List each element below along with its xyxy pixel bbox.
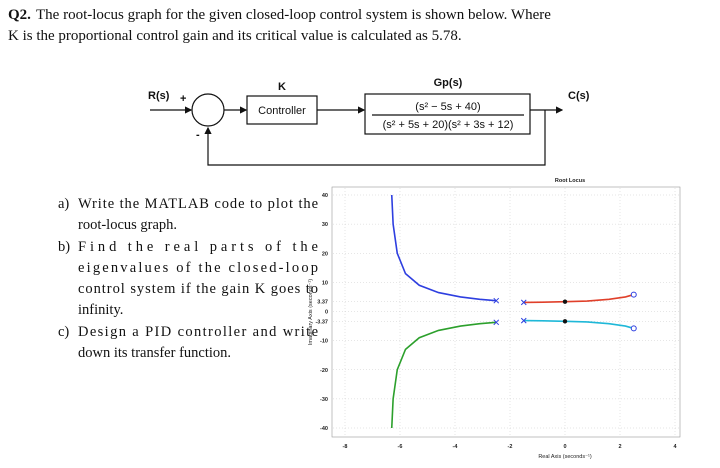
- plot-area: [331, 186, 681, 438]
- item-label: b): [58, 239, 70, 255]
- pole-marker: [493, 297, 500, 304]
- question-line: The root-locus graph for the given close…: [36, 7, 551, 23]
- plant-label: Gp(s): [434, 77, 463, 89]
- locus-branch: [523, 293, 634, 304]
- block-diagram: [150, 93, 564, 166]
- item-line: control system if the gain K goes to: [78, 281, 318, 297]
- output-label: C(s): [568, 90, 590, 102]
- y-tick-label: 0: [325, 310, 328, 316]
- chart-title: Root Locus: [555, 178, 585, 184]
- crossing-point: [562, 299, 568, 304]
- feedback-path: [204, 110, 546, 166]
- summing-junction: [191, 93, 225, 127]
- zero-marker: [630, 291, 637, 298]
- plant-box: [364, 93, 531, 135]
- pole-marker: [520, 317, 527, 324]
- root-locus-chart: Root Locus Real Axis (seconds⁻¹) Imaginary…: [308, 178, 681, 460]
- y-tick-label: 30: [322, 222, 328, 228]
- item-label: a): [58, 196, 69, 212]
- controller-label: Controller: [258, 105, 306, 117]
- x-tick-label: -6: [398, 444, 403, 450]
- item-line: Write the MATLAB code to plot the: [78, 196, 318, 212]
- gain-label: K: [278, 81, 286, 93]
- locus-branch: [523, 319, 634, 330]
- minus-sign: -: [196, 129, 200, 141]
- y-tick-label: -20: [320, 368, 328, 374]
- x-axis-label: Real Axis (seconds⁻¹): [538, 454, 592, 460]
- y-tick-label: 10: [322, 280, 328, 286]
- x-tick-label: -2: [508, 444, 513, 450]
- y-tick-label: -40: [320, 426, 328, 432]
- y-tick-label: -10: [320, 339, 328, 345]
- item-line: down its transfer function.: [78, 345, 231, 361]
- input-label: R(s): [148, 90, 170, 102]
- x-tick-label: -4: [453, 444, 459, 450]
- pole-marker: [520, 299, 527, 306]
- locus-branch: [390, 321, 497, 429]
- y-tick-label: 20: [322, 251, 328, 257]
- y-axis-label: Imaginary Axis (seconds⁻¹): [308, 279, 314, 345]
- y-tick-label: 40: [322, 193, 328, 199]
- y-tick-label: 3.37: [317, 300, 328, 306]
- item-label: c): [58, 324, 69, 340]
- zero-marker: [630, 325, 637, 332]
- item-line: Find the real parts of the: [78, 239, 318, 255]
- x-tick-label: -8: [343, 444, 348, 450]
- pole-marker: [493, 319, 500, 326]
- x-tick-label: 2: [618, 444, 621, 450]
- x-tick-label: 4: [673, 444, 677, 450]
- item-line: Design a PID controller and write: [78, 324, 318, 340]
- x-tick-label: 0: [563, 444, 566, 450]
- locus-branch: [390, 194, 497, 302]
- y-tick-label: -30: [320, 397, 328, 403]
- numerator: (s² − 5s + 40): [415, 101, 480, 113]
- plus-sign: +: [180, 93, 186, 105]
- denominator: (s² + 5s + 20)(s² + 3s + 12): [383, 119, 514, 131]
- question-number: Q2.: [8, 7, 31, 23]
- question-line: K is the proportional control gain and i…: [8, 28, 462, 44]
- item-line: eigenvalues of the closed-loop: [78, 260, 318, 276]
- item-line: infinity.: [78, 302, 123, 318]
- question-items: a) Write the MATLAB code to plot the root-…: [58, 196, 318, 361]
- crossing-point: [562, 319, 568, 324]
- y-tick-label: -3.37: [315, 319, 328, 325]
- item-line: root-locus graph.: [78, 217, 177, 233]
